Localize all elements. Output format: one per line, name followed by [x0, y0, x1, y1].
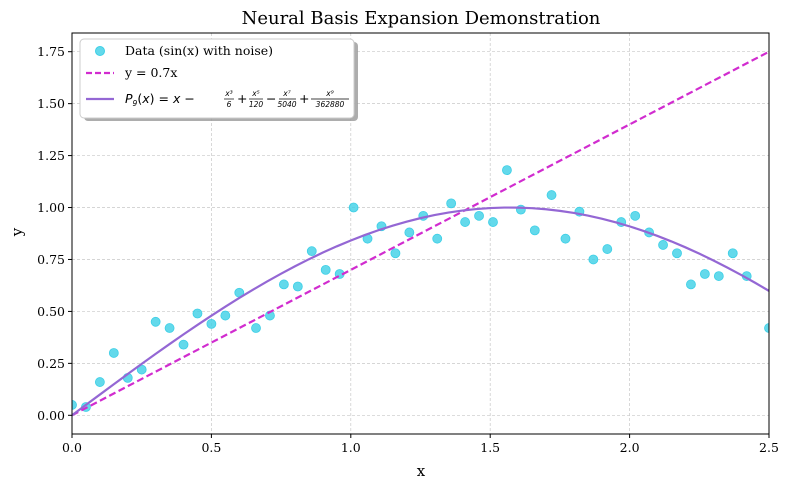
y-tick-label: 1.25	[37, 148, 65, 163]
y-axis: 0.00 0.25 0.50 0.75 1.00 1.25 1.50 1.75	[37, 44, 72, 423]
data-point	[292, 281, 303, 292]
x-axis: 0.0 0.5 1.0 1.5 2.0 2.5	[62, 434, 779, 455]
legend-label-linear: y = 0.7x	[124, 65, 177, 80]
data-point	[390, 248, 401, 259]
data-point	[727, 248, 738, 259]
data-point	[560, 233, 571, 244]
data-point	[630, 210, 641, 221]
data-point	[546, 190, 557, 200]
svg-text:+: +	[299, 91, 309, 106]
svg-text:120: 120	[249, 100, 264, 109]
svg-text:362880: 362880	[316, 100, 345, 109]
data-point	[764, 323, 769, 333]
data-point	[251, 323, 261, 333]
data-point	[658, 240, 668, 250]
data-point	[515, 204, 526, 215]
data-point	[488, 217, 498, 227]
data-point	[278, 279, 289, 290]
x-tick-label: 1.0	[341, 440, 361, 455]
linear-fit-line	[72, 50, 769, 417]
svg-text:x³: x³	[224, 89, 232, 98]
svg-text:+: +	[237, 91, 247, 106]
data-point	[72, 400, 77, 410]
data-point	[432, 233, 443, 244]
svg-text:6: 6	[227, 100, 232, 109]
data-point	[446, 198, 457, 209]
data-point	[502, 165, 512, 176]
legend-poly-frac-3: x⁷ 5040	[277, 89, 296, 109]
polynomial-curve	[72, 206, 769, 417]
svg-text:5040: 5040	[277, 100, 296, 109]
series-layer	[72, 50, 769, 417]
x-tick-label: 2.5	[759, 440, 779, 455]
x-tick-label: 0.0	[62, 440, 82, 455]
data-point	[94, 377, 105, 387]
y-tick-label: 1.50	[37, 96, 65, 111]
svg-text:x⁷: x⁷	[282, 89, 290, 98]
x-tick-label: 0.5	[201, 440, 221, 455]
data-point	[206, 318, 217, 329]
legend-poly-frac-1: x³ 6	[224, 89, 234, 109]
svg-text:x⁹: x⁹	[325, 89, 333, 98]
data-point	[178, 339, 189, 350]
data-point	[460, 217, 471, 227]
y-tick-label: 0.50	[37, 304, 65, 319]
y-axis-label: y	[8, 227, 26, 237]
data-point	[220, 310, 231, 321]
x-axis-label: x	[417, 462, 426, 480]
data-point	[306, 246, 317, 257]
y-tick-label: 0.00	[37, 408, 65, 423]
data-point	[686, 279, 696, 290]
data-point	[164, 323, 175, 333]
y-tick-label: 1.75	[37, 44, 65, 59]
x-tick-label: 1.5	[480, 440, 500, 455]
legend-poly-frac-4: x⁹ 362880	[311, 89, 349, 109]
data-point	[192, 308, 203, 319]
data-point	[108, 348, 119, 358]
svg-text:x⁵: x⁵	[251, 89, 259, 98]
legend-poly-lhs: P9(x) = x −	[125, 91, 195, 108]
plot-frame	[71, 32, 770, 435]
x-tick-label: 2.0	[620, 440, 640, 455]
legend-label-data: Data (sin(x) with noise)	[125, 43, 273, 58]
legend-poly-frac-2: x⁵ 120	[249, 89, 264, 109]
data-point	[713, 271, 724, 281]
chart-title: Neural Basis Expansion Demonstration	[242, 8, 601, 29]
y-tick-label: 0.75	[37, 252, 65, 267]
data-point	[699, 269, 710, 279]
y-tick-label: 0.25	[37, 356, 65, 371]
data-point	[404, 227, 415, 238]
data-point	[474, 210, 484, 221]
svg-text:−: −	[266, 91, 276, 106]
legend-box	[79, 38, 355, 119]
data-point	[672, 248, 682, 259]
data-point	[602, 244, 613, 254]
data-point	[150, 316, 161, 327]
legend-marker-data	[95, 46, 105, 56]
y-tick-label: 1.00	[37, 200, 65, 215]
legend: Data (sin(x) with noise) y = 0.7x P9(x) …	[79, 38, 358, 121]
legend-label-poly: P9(x) = x − x³ 6 + x⁵ 120 − x⁷ 5040 + x⁹	[125, 89, 349, 109]
data-point	[529, 225, 540, 236]
data-point	[588, 254, 599, 265]
data-point	[320, 264, 331, 275]
data-point	[348, 202, 359, 213]
